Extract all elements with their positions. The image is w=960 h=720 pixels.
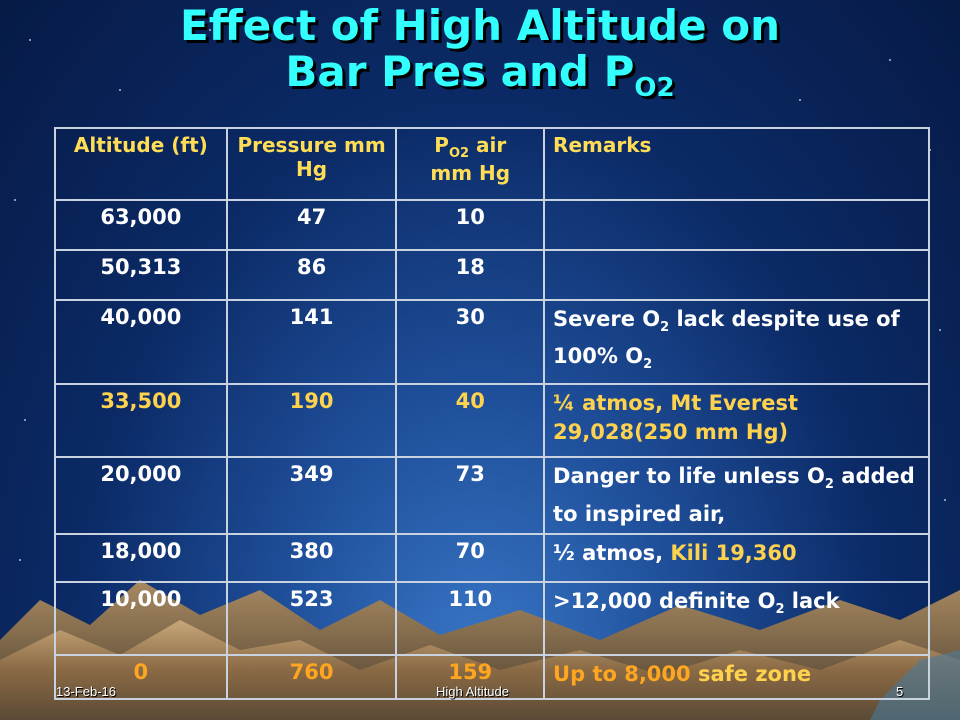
header-po2-main: P [434, 133, 449, 157]
cell-altitude: 10,000 [54, 580, 228, 656]
remark-text: ½ atmos, [553, 540, 671, 565]
cell-remarks [543, 249, 930, 301]
remark-highlight: Kili 19,360 [670, 540, 797, 565]
cell-pressure: 86 [225, 249, 398, 301]
cell-po2: 110 [395, 580, 546, 656]
cell-po2: 30 [395, 298, 546, 386]
remark-text: ¼ atmos, Mt Everest 29,028(250 mm Hg) [553, 391, 799, 445]
cell-pressure: 349 [225, 456, 398, 535]
title-line-2-main: Bar Pres and P [285, 47, 635, 96]
remark-subscript: 2 [824, 477, 834, 493]
remark-text: Severe O [553, 307, 661, 331]
table-row: 40,000 141 30 Severe O2 lack despite use… [54, 298, 930, 386]
footer-date: 13-Feb-16 [56, 684, 116, 699]
header-altitude: Altitude (ft) [54, 127, 228, 201]
cell-remarks: Danger to life unless O2 added to inspir… [543, 456, 930, 535]
table-row: 50,313 86 18 [54, 249, 930, 301]
table-row: 20,000 349 73 Danger to life unless O2 a… [54, 456, 930, 535]
remark-subscript: 2 [643, 357, 653, 373]
remark-text: Up to 8,000 [553, 661, 698, 686]
title-line-1: Effect of High Altitude on [180, 1, 780, 50]
cell-po2: 159 [395, 653, 546, 700]
title-line-2: Bar Pres and PO2 [0, 47, 960, 104]
footer-topic: High Altitude [436, 684, 509, 699]
cell-altitude: 40,000 [54, 298, 228, 386]
table-row: 18,000 380 70 ½ atmos, Kili 19,360 [54, 532, 930, 583]
header-po2: PO2 air mm Hg [395, 127, 546, 201]
header-po2-sub: O2 [448, 146, 470, 161]
remark-subscript: 2 [660, 320, 670, 336]
table-row: 0 760 159 Up to 8,000 safe zone [54, 653, 930, 700]
remark-text: lack [784, 588, 840, 613]
header-pressure: Pressure mm Hg [225, 127, 398, 201]
cell-altitude: 50,313 [54, 249, 228, 301]
remark-text: >12,000 definite O [553, 588, 776, 613]
cell-pressure: 47 [225, 199, 398, 251]
cell-remarks [543, 199, 930, 251]
table-row: 10,000 523 110 >12,000 definite O2 lack [54, 580, 930, 656]
remark-subscript: 2 [775, 601, 785, 617]
cell-pressure: 380 [225, 532, 398, 583]
footer-page-number: 5 [896, 684, 904, 699]
cell-altitude: 33,500 [54, 383, 228, 459]
remark-highlight: safe zone [697, 661, 812, 686]
table-row: 33,500 190 40 ¼ atmos, Mt Everest 29,028… [54, 383, 930, 459]
cell-po2: 18 [395, 249, 546, 301]
cell-remarks: ¼ atmos, Mt Everest 29,028(250 mm Hg) [543, 383, 930, 459]
cell-pressure: 190 [225, 383, 398, 459]
cell-altitude: 0 [54, 653, 228, 700]
altitude-pressure-table: Altitude (ft) Pressure mm Hg PO2 air mm … [54, 127, 930, 700]
title-subscript: O2 [634, 73, 675, 103]
cell-po2: 10 [395, 199, 546, 251]
cell-po2: 70 [395, 532, 546, 583]
cell-altitude: 18,000 [54, 532, 228, 583]
remark-text: added to inspired air, [553, 464, 915, 526]
cell-po2: 73 [395, 456, 546, 535]
cell-pressure: 141 [225, 298, 398, 386]
cell-altitude: 63,000 [54, 199, 228, 251]
cell-remarks: ½ atmos, Kili 19,360 [543, 532, 930, 583]
cell-pressure: 523 [225, 580, 398, 656]
header-po2-unit: mm Hg [430, 161, 511, 185]
slide-title: Effect of High Altitude on Bar Pres and … [0, 1, 960, 104]
remark-text: lack despite use of 100% O [553, 307, 900, 369]
remark-text: Danger to life unless O [553, 464, 825, 489]
cell-remarks: Severe O2 lack despite use of 100% O2 [543, 298, 930, 386]
cell-altitude: 20,000 [54, 456, 228, 535]
cell-remarks: >12,000 definite O2 lack [543, 580, 930, 656]
table-header-row: Altitude (ft) Pressure mm Hg PO2 air mm … [54, 127, 930, 201]
cell-po2: 40 [395, 383, 546, 459]
table-row: 63,000 47 10 [54, 199, 930, 251]
header-po2-rest: air [469, 133, 507, 157]
cell-pressure: 760 [225, 653, 398, 700]
header-remarks: Remarks [543, 127, 930, 201]
cell-remarks: Up to 8,000 safe zone [543, 653, 930, 700]
